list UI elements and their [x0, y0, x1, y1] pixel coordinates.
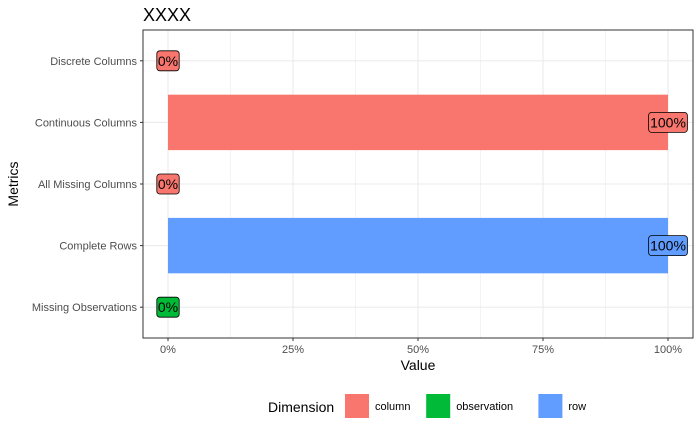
data-label-box	[648, 235, 688, 257]
data-label-box	[156, 173, 180, 195]
plot-panel: 0% 100% 0% 100% 0% Discrete Columns Continuous…	[32, 29, 694, 356]
y-tick-label: Complete Rows	[59, 241, 137, 253]
y-tick-label: All Missing Columns	[38, 179, 138, 191]
x-tick-label: 50%	[407, 344, 429, 356]
legend-swatch	[538, 394, 563, 418]
data-label: 0%	[158, 299, 178, 315]
x-tick-label: 100%	[654, 344, 682, 356]
chart-title: XXXX	[143, 5, 191, 25]
x-tick-label: 0%	[160, 344, 176, 356]
legend-swatch	[426, 394, 451, 418]
x-axis-title: Value	[401, 357, 436, 373]
legend-label: column	[375, 401, 410, 413]
data-label: 0%	[158, 53, 178, 69]
legend: Dimension column observation row	[268, 394, 586, 418]
legend-swatch	[345, 394, 369, 418]
x-tick-label: 25%	[282, 344, 304, 356]
y-tick-label: Discrete Columns	[50, 56, 137, 68]
data-label-box	[648, 112, 688, 133]
data-label-box	[156, 50, 180, 72]
y-tick-label: Continuous Columns	[35, 117, 138, 129]
data-label-box	[156, 296, 180, 318]
y-tick-label: Missing Observations	[32, 302, 138, 314]
legend-label: observation	[456, 401, 513, 413]
bar	[168, 217, 668, 274]
data-label: 100%	[650, 238, 686, 254]
data-label: 0%	[158, 176, 178, 192]
x-tick-label: 75%	[532, 344, 554, 356]
bar	[168, 94, 668, 151]
legend-title: Dimension	[268, 399, 334, 415]
data-label: 100%	[650, 114, 686, 130]
legend-label: row	[568, 401, 586, 413]
y-axis-title: Metrics	[5, 161, 21, 206]
